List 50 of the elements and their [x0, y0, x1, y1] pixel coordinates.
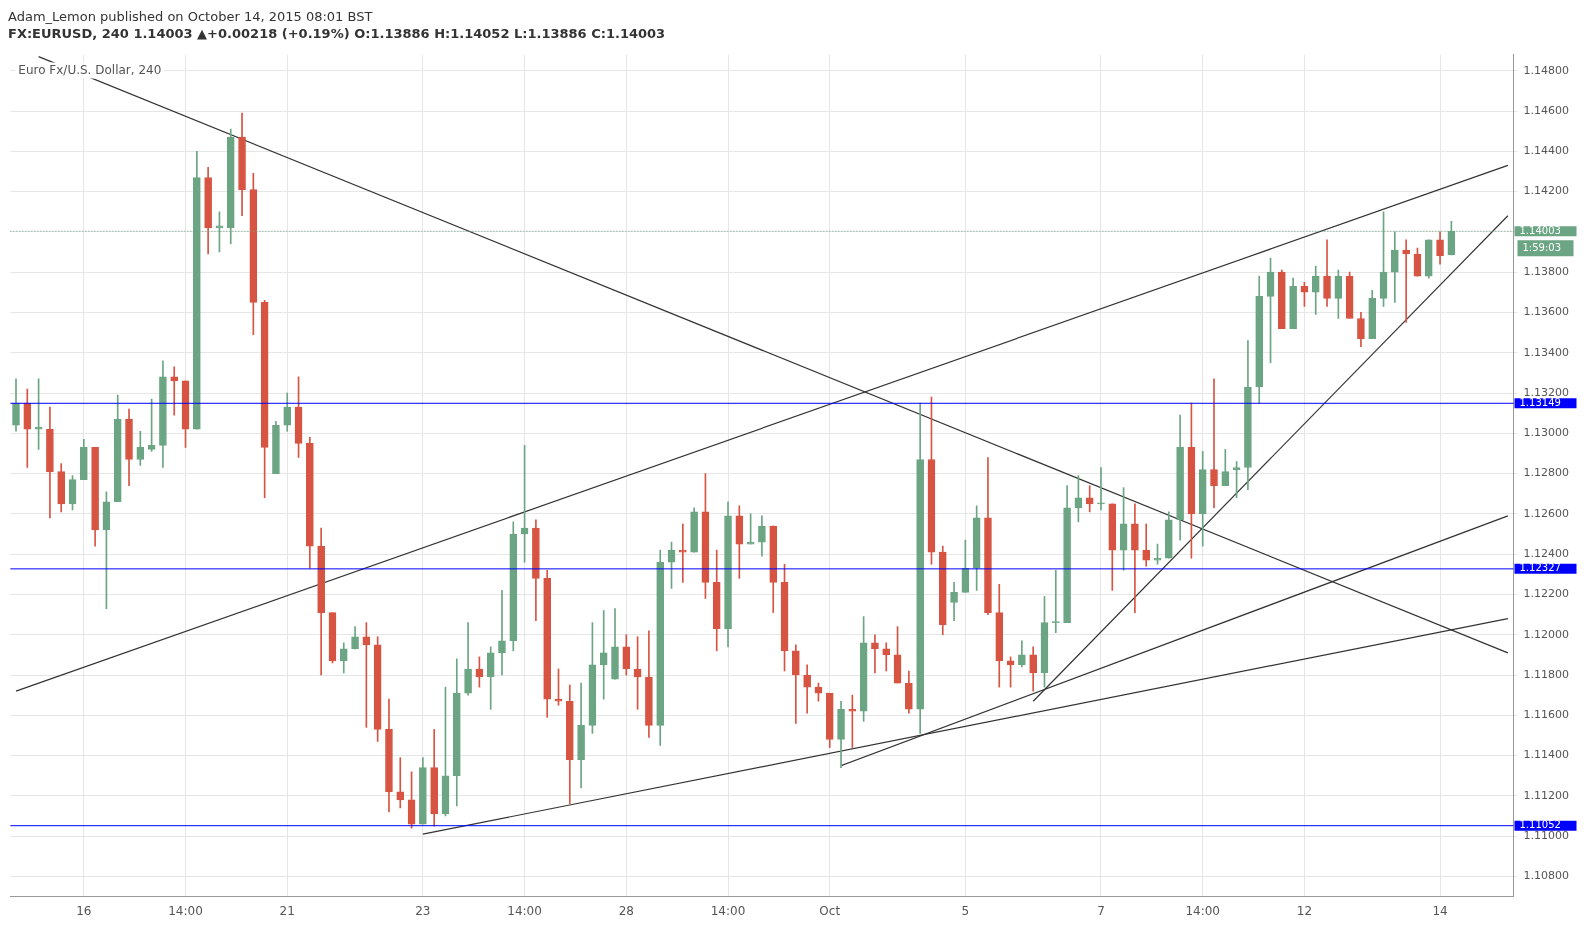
text: Euro Fx/U.S. Dollar, 240 [18, 62, 162, 77]
y-tick-label: 1.11400 [1523, 748, 1570, 762]
y-tick-label: 1.11000 [1523, 829, 1570, 843]
x-tick-label: 16 [76, 903, 92, 918]
candlestick [396, 757, 405, 809]
ref-line-label: 1.11052 [1519, 819, 1561, 831]
y-tick-label: 1.12400 [1523, 547, 1570, 561]
y-tick-label: 1.12000 [1523, 627, 1570, 641]
chart-title: FX:EURUSD, 240 1.14003 ▲+0.00218 (+0.19%) O:1.13886 H:1.14052 L:1.13886 C:1.14003 [8, 25, 667, 42]
x-tick-label: 12 [1296, 903, 1313, 918]
y-tick-label: 1.11800 [1523, 667, 1570, 681]
candlestick [1131, 503, 1139, 613]
y-tick-label: 1.11200 [1523, 788, 1570, 802]
y-tick-label: 1.13800 [1523, 265, 1570, 279]
candlestick [1210, 378, 1218, 509]
y-tick-label: 1.13400 [1523, 345, 1570, 359]
x-tick-label: 14 [1432, 903, 1448, 918]
y-tick-label: 1.11600 [1523, 708, 1570, 722]
x-tick-label: 7 [1097, 903, 1105, 918]
y-tick-label: 1.14600 [1523, 103, 1570, 117]
candlestick [498, 590, 506, 676]
x-tick-label: 21 [279, 903, 295, 918]
x-tick-label: 14:00 [710, 903, 746, 918]
x-tick-label: 5 [961, 903, 970, 918]
candlestick [1097, 467, 1105, 511]
text: 1:59:03 [1522, 241, 1562, 253]
ref-line-label: 1.12327 [1519, 562, 1561, 574]
x-tick-label: 23 [415, 903, 431, 918]
x-tick-label: 14:00 [507, 903, 542, 918]
y-tick-label: 1.10800 [1523, 869, 1570, 883]
text: Adam_Lemon published on October 14, 2015 08:01 BST [8, 8, 374, 25]
x-tick-label: 14:00 [1185, 903, 1220, 918]
y-tick-label: 1.14400 [1523, 144, 1570, 158]
ref-line-label: 1.14003 [1519, 224, 1561, 236]
y-tick-label: 1.12200 [1523, 587, 1570, 601]
y-tick-label: 1.13600 [1523, 305, 1570, 319]
candlestick [803, 664, 811, 714]
x-tick-label: 14:00 [168, 903, 203, 918]
candlestick [871, 634, 879, 674]
ref-line-label: 1.13149 [1519, 396, 1561, 408]
y-tick-label: 1.12600 [1523, 506, 1570, 520]
candlestick [1142, 523, 1151, 567]
y-tick-label: 1.13000 [1523, 426, 1570, 440]
x-tick-label: Oct [819, 903, 841, 918]
y-tick-label: 1.14800 [1523, 63, 1570, 77]
y-tick-label: 1.13200 [1523, 385, 1570, 399]
candlestick [599, 610, 608, 700]
y-tick-label: 1.14200 [1523, 184, 1570, 198]
x-tick-label: 28 [618, 903, 634, 918]
y-tick-label: 1.12800 [1523, 466, 1570, 480]
